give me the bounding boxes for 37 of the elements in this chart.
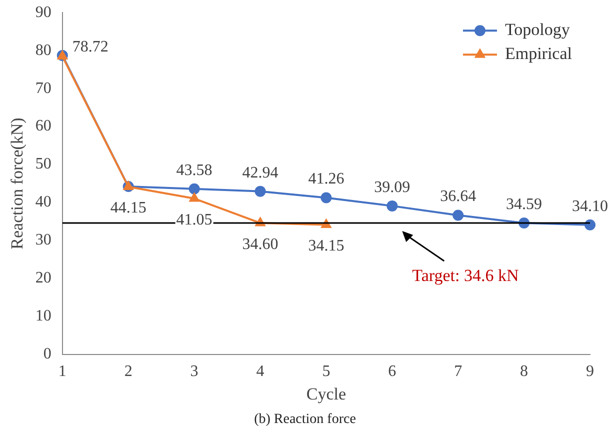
x-tick-label: 8 — [520, 363, 528, 380]
y-axis-title: Reaction force(kN) — [8, 118, 27, 250]
data-label: 34.10 — [572, 198, 608, 215]
y-tick-label: 20 — [35, 270, 52, 287]
y-tick-label: 60 — [35, 118, 52, 135]
x-tick-label: 3 — [190, 363, 198, 380]
data-label: 41.05 — [176, 212, 212, 228]
y-tick-label: 10 — [35, 308, 52, 325]
ref-line-label: Target: 34.6 kN — [412, 266, 519, 285]
x-tick-label: 7 — [454, 363, 462, 380]
x-axis-title: Cycle — [306, 384, 346, 404]
text: (b) Reaction force — [253, 412, 357, 428]
y-tick-label: 90 — [35, 4, 52, 21]
data-label: 41.26 — [308, 170, 344, 188]
data-label: 44.15 — [110, 200, 146, 217]
data-label: 36.64 — [440, 188, 476, 206]
y-tick-label: 50 — [35, 156, 52, 173]
y-tick-label: 80 — [35, 42, 52, 59]
data-label: 43.58 — [176, 162, 212, 179]
y-tick-label: 40 — [35, 194, 52, 211]
data-label: 42.94 — [242, 164, 278, 182]
data-label: 78.72 — [72, 38, 108, 56]
data-label: 34.60 — [242, 236, 278, 253]
y-tick-label: 0 — [43, 346, 52, 363]
x-tick-label: 6 — [388, 363, 396, 380]
x-tick-label: 2 — [124, 363, 132, 380]
data-label: 34.15 — [308, 238, 344, 255]
x-tick-label: 9 — [586, 363, 594, 380]
x-tick-label: 5 — [322, 363, 330, 380]
y-tick-label: 70 — [35, 80, 52, 97]
y-tick-label: 30 — [35, 232, 52, 249]
x-tick-label: 4 — [256, 363, 264, 380]
x-tick-label: 1 — [58, 363, 66, 380]
legend-label: Empirical — [504, 44, 572, 64]
legend-label: Topology — [504, 20, 570, 40]
data-label: 34.59 — [506, 196, 542, 214]
data-label: 39.09 — [374, 178, 410, 196]
